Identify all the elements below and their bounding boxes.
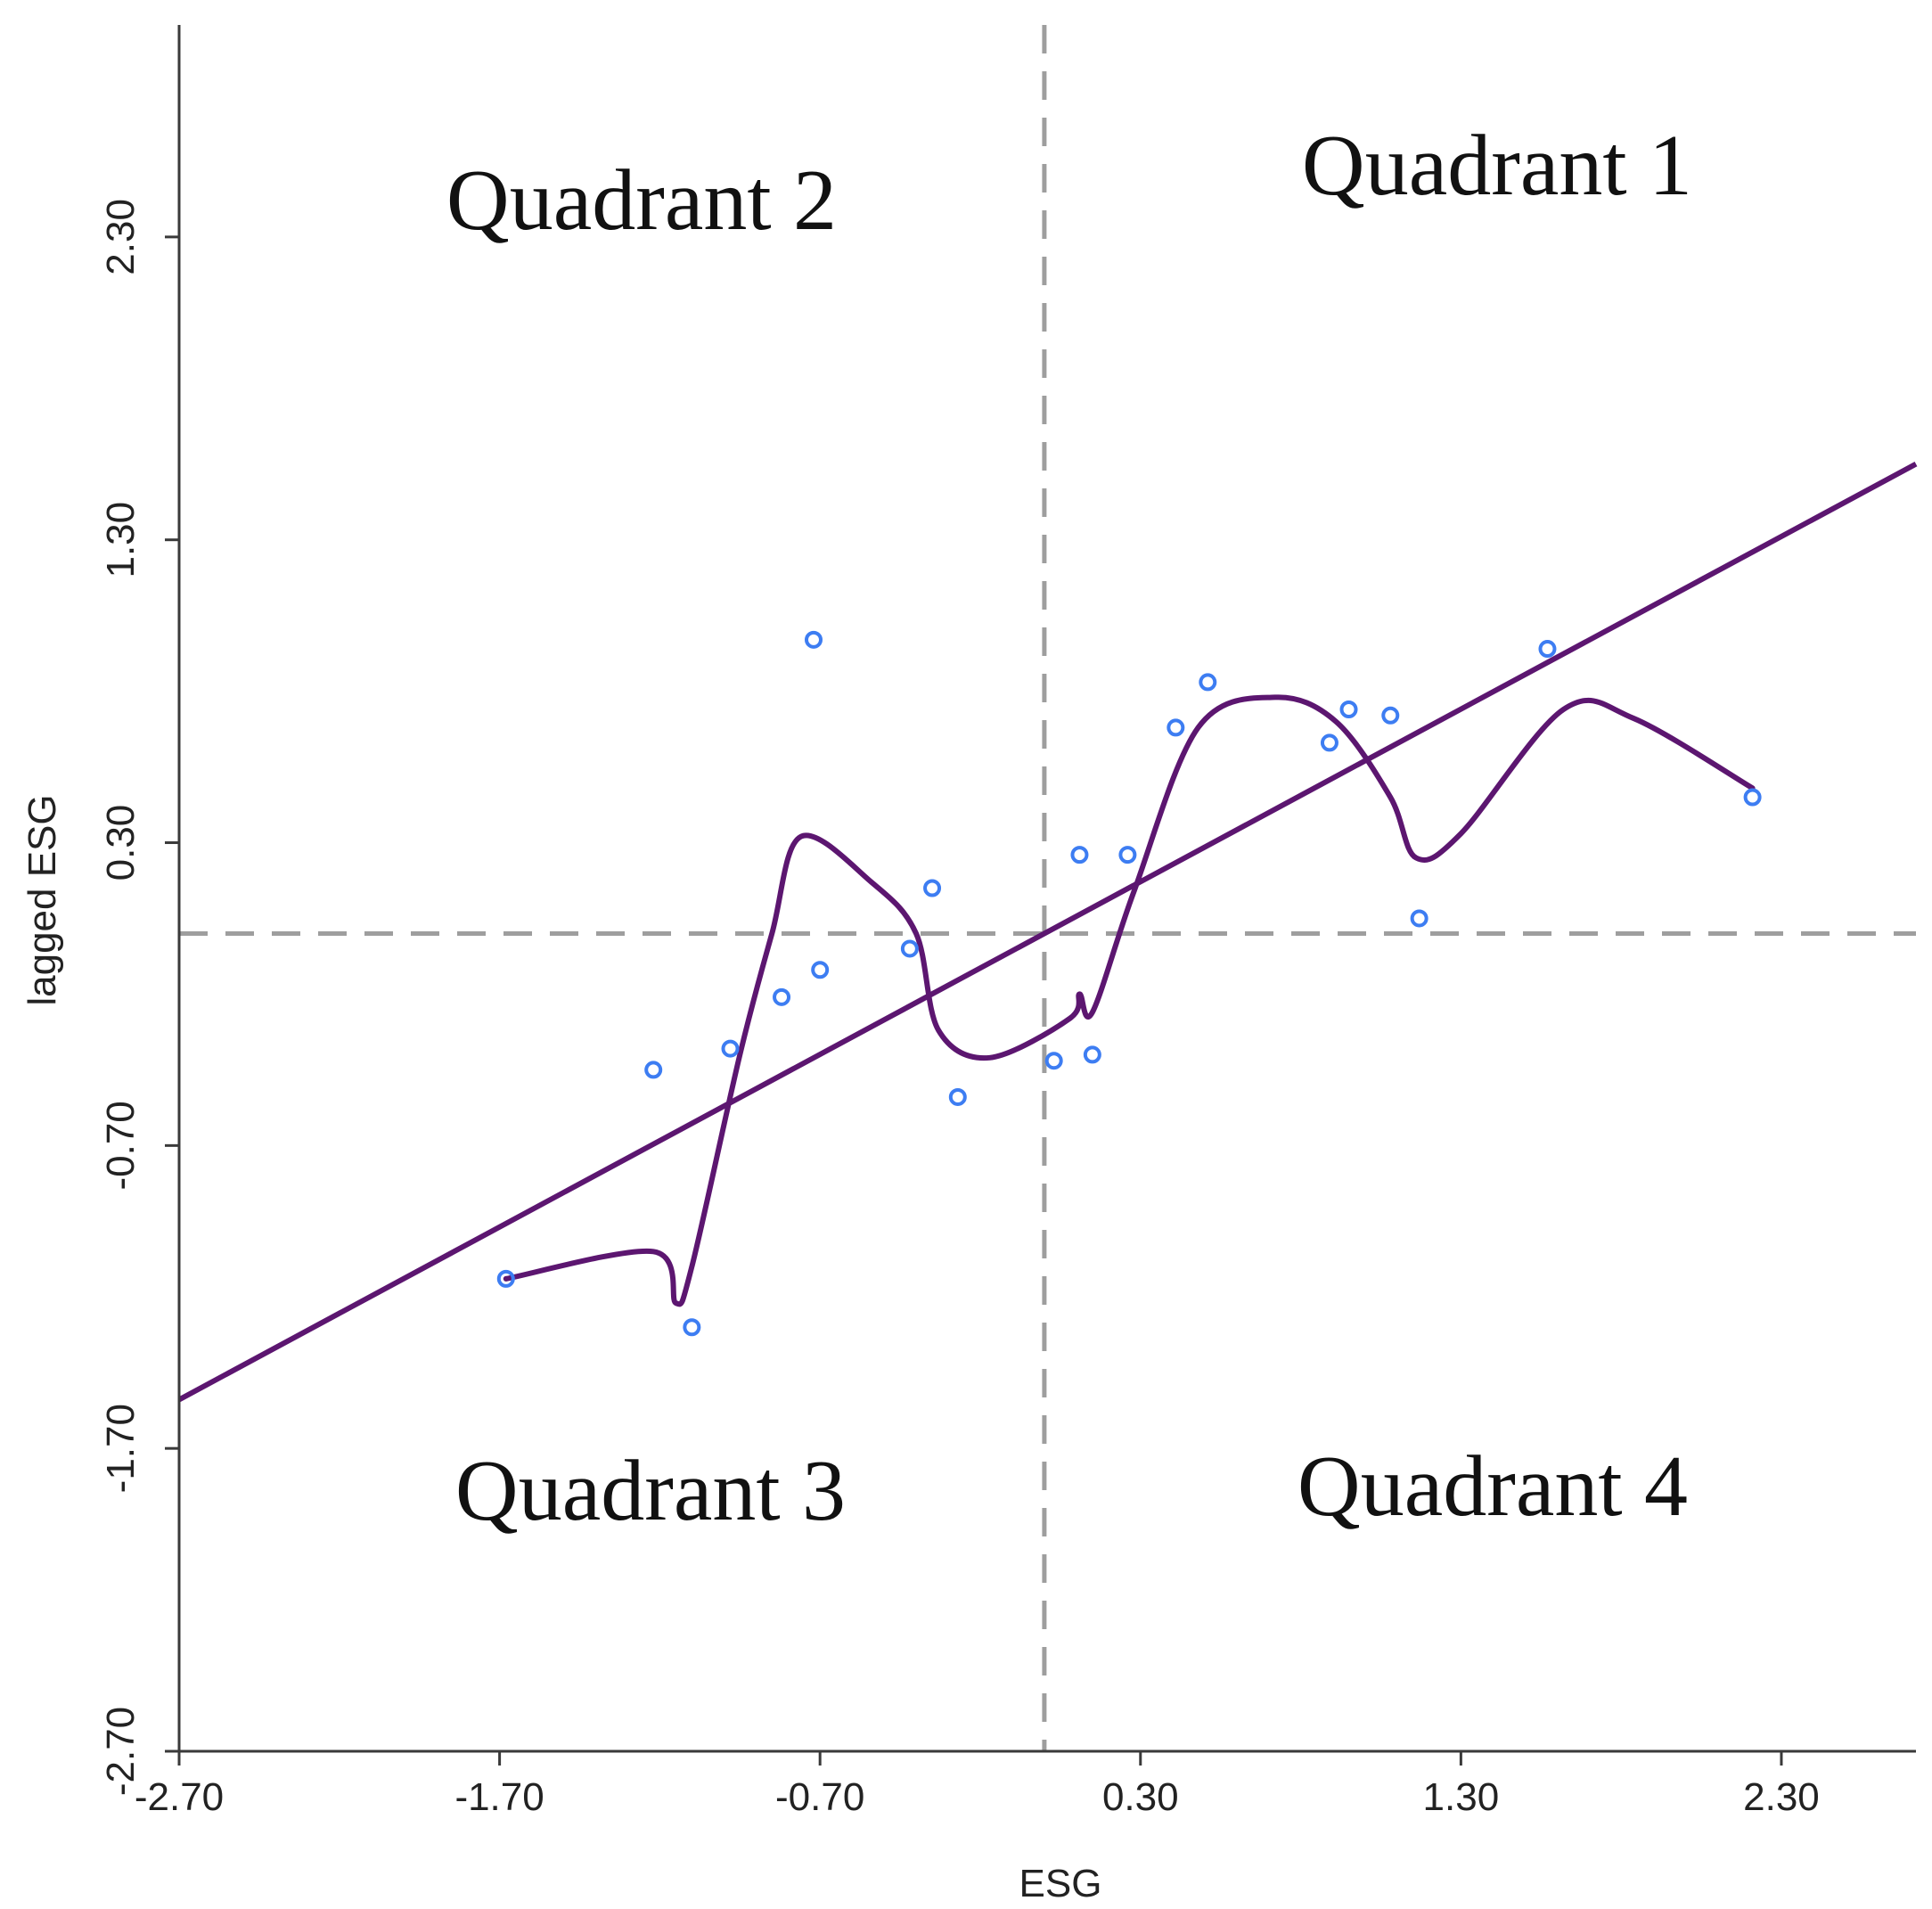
data-point bbox=[644, 1061, 663, 1079]
data-point bbox=[900, 939, 919, 958]
data-point bbox=[1320, 733, 1338, 752]
x-tick-label: -0.70 bbox=[775, 1775, 864, 1819]
data-point bbox=[1070, 846, 1089, 864]
data-point bbox=[948, 1087, 967, 1106]
x-tick-label: -2.70 bbox=[135, 1775, 224, 1819]
data-point bbox=[1410, 909, 1429, 928]
data-point bbox=[1743, 788, 1762, 807]
fit-lines bbox=[177, 461, 1918, 1403]
data-point bbox=[1199, 673, 1217, 692]
quadrant-1-label: Quadrant 1 bbox=[1302, 118, 1692, 214]
reference-lines bbox=[179, 25, 1916, 1751]
x-axis-title: ESG bbox=[1019, 1862, 1102, 1905]
data-point bbox=[804, 630, 823, 649]
y-axis-ticks: -2.70 -1.70 -0.70 0.30 1.30 2.30 bbox=[99, 199, 179, 1796]
x-tick-label: 0.30 bbox=[1102, 1775, 1179, 1819]
y-tick-label: -1.70 bbox=[99, 1404, 143, 1493]
quadrant-3-label: Quadrant 3 bbox=[455, 1443, 846, 1539]
data-point bbox=[496, 1269, 515, 1288]
x-tick-label: 2.30 bbox=[1743, 1775, 1820, 1819]
data-point bbox=[721, 1039, 740, 1058]
data-point bbox=[1538, 640, 1557, 659]
x-tick-label: 1.30 bbox=[1423, 1775, 1500, 1819]
data-point bbox=[683, 1318, 701, 1337]
x-tick-label: -1.70 bbox=[454, 1775, 544, 1819]
y-tick-label: -0.70 bbox=[99, 1101, 143, 1190]
x-axis-ticks: -2.70 -1.70 -0.70 0.30 1.30 2.30 bbox=[135, 1751, 1820, 1819]
y-tick-label: 0.30 bbox=[99, 805, 143, 881]
data-point bbox=[1044, 1052, 1063, 1070]
axes bbox=[177, 25, 1916, 1753]
data-point bbox=[1118, 846, 1137, 864]
data-point bbox=[773, 987, 791, 1006]
data-point bbox=[1167, 718, 1185, 737]
quadrant-labels: Quadrant 1 Quadrant 2 Quadrant 3 Quadran… bbox=[446, 118, 1692, 1539]
quadrant-2-label: Quadrant 2 bbox=[446, 152, 837, 249]
y-tick-label: -2.70 bbox=[99, 1707, 143, 1796]
quadrant-4-label: Quadrant 4 bbox=[1298, 1438, 1688, 1535]
data-point bbox=[923, 879, 942, 897]
data-point bbox=[1083, 1045, 1101, 1064]
y-tick-label: 1.30 bbox=[99, 502, 143, 578]
smooth-fit-curve bbox=[503, 694, 1756, 1307]
data-point bbox=[1339, 701, 1358, 719]
data-points bbox=[496, 630, 1762, 1337]
y-tick-label: 2.30 bbox=[99, 199, 143, 275]
data-point bbox=[1381, 706, 1400, 725]
data-point bbox=[811, 961, 830, 979]
linear-fit-line bbox=[177, 461, 1918, 1403]
y-axis-title: lagged ESG bbox=[20, 794, 64, 1005]
